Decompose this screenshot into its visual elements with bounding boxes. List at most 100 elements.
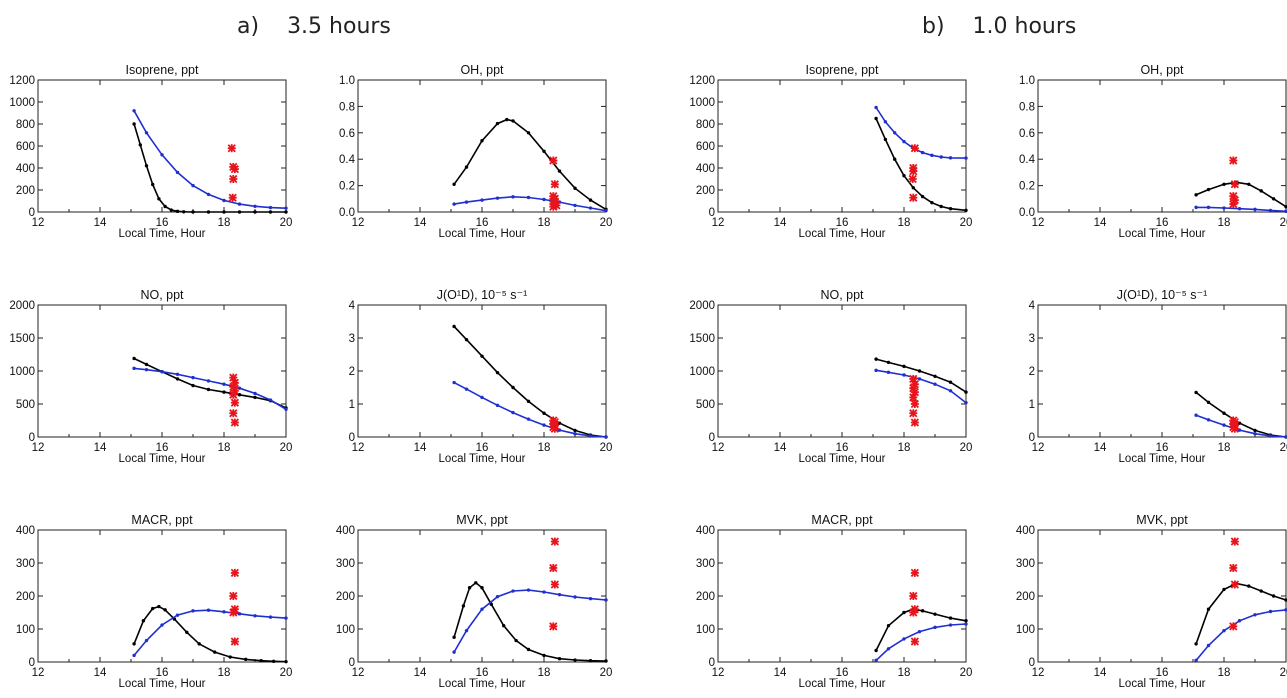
series-point-blue [1268,434,1273,438]
x-tick-label: 12 [712,442,725,454]
series-point-blue [253,204,257,208]
observation-marker [229,608,238,617]
y-tick-label: 3 [1029,333,1035,345]
y-tick-label: 400 [16,163,35,175]
observation-marker [910,568,919,578]
series-point-black [144,164,149,168]
plot-frame [717,304,967,438]
series-point-blue [480,395,484,400]
series-point-black [511,119,515,123]
series-point-blue [464,387,469,391]
series-point-blue [480,198,484,202]
series-point-blue [495,196,500,200]
y-tick-label: 0.8 [339,101,355,113]
series-point-blue [511,195,515,199]
series-point-blue [874,368,878,373]
series-point-blue [206,379,211,383]
plot-title: OH, ppt [1140,63,1184,77]
x-tick-label: 18 [1218,667,1231,679]
y-tick-label: 1.0 [1019,75,1035,87]
series-point-black [1259,589,1263,593]
series-point-blue [542,590,546,594]
series-point-blue [206,192,211,197]
plot-title: MACR, ppt [811,513,873,527]
series-point-black [206,387,211,392]
x-axis-label: Local Time, Hour [799,453,886,465]
plot-frame [1037,529,1287,663]
series-point-blue [132,653,136,658]
series-point-blue [452,202,456,206]
y-tick-label: 500 [696,399,715,411]
series-point-blue [557,592,562,597]
series-point-black [464,337,469,342]
series-point-blue [604,208,608,213]
x-tick-label: 12 [1032,217,1045,229]
series-point-black [474,581,478,585]
observation-marker [230,637,239,646]
x-axis-label: Local Time, Hour [1119,678,1206,690]
series-line-black [133,605,287,663]
y-tick-label: 0.8 [1019,101,1035,113]
series-point-black [132,356,136,361]
series-point-blue [191,375,195,380]
x-tick-label: 20 [600,442,613,454]
observation-marker [230,568,239,578]
series-point-black [228,655,232,659]
observation-marker [1230,537,1239,546]
y-tick-label: 400 [1016,525,1035,537]
series-point-black [573,428,577,433]
y-tick-label: 0.0 [339,207,355,219]
series-point-black [874,116,878,121]
series-point-blue [175,372,180,376]
series-point-blue [268,205,273,210]
plot-frame [37,529,287,663]
y-tick-label: 0 [29,657,35,669]
series-line-blue [1195,414,1287,438]
observation-marker [549,563,558,573]
observation-marker [230,386,239,395]
series-point-blue [948,156,953,160]
observation-marker [1230,580,1239,589]
observation-marker [549,202,558,211]
x-tick-label: 16 [476,667,489,679]
observation-marker [549,622,558,631]
series-point-blue [1237,207,1242,211]
observation-marker [549,156,558,165]
x-tick-label: 14 [774,667,787,679]
series-point-black [902,610,906,615]
y-tick-label: 200 [16,591,35,603]
x-tick-label: 18 [1218,442,1231,454]
y-tick-label: 2000 [9,300,35,312]
series-point-black [964,390,968,394]
series-point-black [1194,390,1198,395]
series-point-black [464,165,469,169]
series-point-blue [237,612,242,616]
x-tick-label: 16 [156,667,169,679]
x-tick-label: 20 [280,217,293,229]
y-tick-label: 0 [1029,657,1035,669]
observation-marker [550,180,559,189]
series-point-black [1194,193,1198,197]
series-point-blue [511,589,515,593]
series-point-black [1222,411,1226,415]
series-point-blue [132,366,136,371]
series-point-blue [1194,205,1198,210]
series-point-black [604,659,608,663]
series-point-black [461,604,466,608]
series-point-black [883,137,888,142]
series-point-blue [883,120,888,124]
y-tick-label: 0 [29,432,35,444]
series-point-black [1222,587,1226,592]
series-point-black [1206,607,1211,611]
series-point-blue [573,595,577,599]
x-tick-label: 20 [1280,217,1287,229]
series-point-black [911,186,915,190]
series-point-blue [452,650,456,654]
observation-marker [230,164,239,174]
y-tick-label: 400 [336,525,355,537]
x-tick-label: 18 [218,442,231,454]
series-point-black [1222,182,1226,186]
